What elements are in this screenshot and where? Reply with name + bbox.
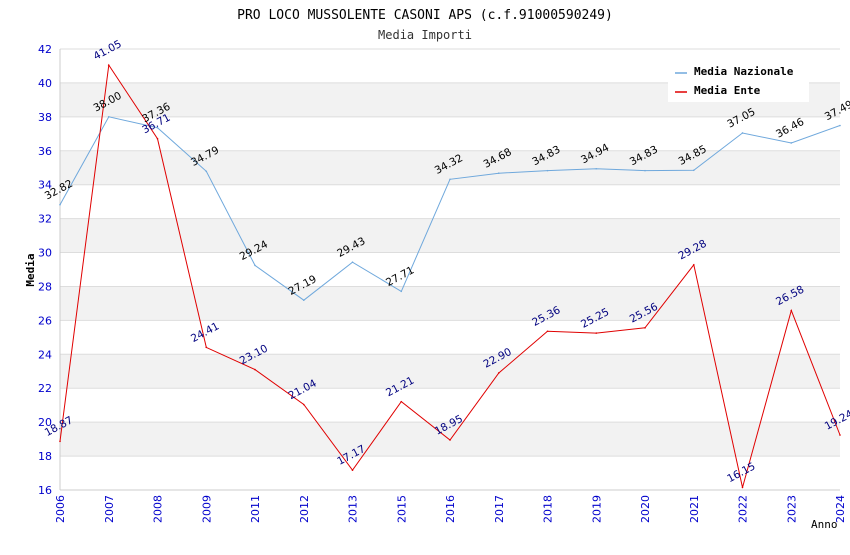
- y-tick-label: 24: [38, 348, 52, 361]
- axes: [59, 49, 840, 491]
- data-point: [790, 142, 793, 144]
- data-point: [107, 64, 110, 66]
- x-tick-label: 2021: [688, 495, 701, 523]
- x-tick-label: 2023: [785, 495, 798, 523]
- legend-label-media-nazionale: Media Nazionale: [694, 65, 794, 78]
- y-axis-label: Media: [24, 253, 37, 286]
- chart-subtitle: Media Importi: [378, 28, 472, 42]
- data-point: [107, 116, 110, 118]
- y-tick-label: 18: [38, 450, 52, 463]
- y-tick-label: 22: [38, 382, 52, 395]
- data-point: [595, 167, 598, 170]
- data-point: [741, 486, 744, 489]
- data-point: [254, 368, 256, 371]
- data-point: [400, 400, 403, 403]
- y-tick-label: 26: [38, 314, 52, 327]
- data-point: [692, 169, 695, 172]
- x-tick-labels: 2006 2007 2008 2009 2011 2012 2013 2015 2016 2017…: [54, 495, 847, 523]
- x-tick-label: 2012: [298, 495, 311, 523]
- data-point: [302, 299, 305, 302]
- x-tick-label: 2019: [590, 495, 603, 523]
- y-tick-label: 20: [38, 416, 52, 429]
- legend-label-media-ente: Media Ente: [694, 84, 761, 97]
- x-tick-label: 2011: [249, 495, 262, 523]
- y-tick-label: 32: [38, 213, 52, 226]
- y-tick-label: 16: [38, 484, 52, 497]
- data-point: [156, 126, 159, 129]
- legend-background: [668, 61, 809, 102]
- data-point: [644, 169, 646, 172]
- data-point: [205, 346, 208, 349]
- data-point: [546, 169, 549, 172]
- data-point: [59, 203, 61, 206]
- data-label: 27.71: [384, 264, 416, 289]
- data-point: [254, 264, 256, 267]
- x-tick-label: 2006: [54, 495, 67, 523]
- data-point: [302, 403, 305, 406]
- x-tick-label: 2022: [737, 495, 750, 523]
- x-tick-label: 2015: [395, 495, 408, 523]
- x-axis-label: Anno: [811, 518, 838, 531]
- data-point: [156, 137, 159, 140]
- data-label: 41.05: [92, 38, 124, 63]
- data-point: [839, 434, 841, 436]
- data-point: [205, 170, 208, 173]
- data-point: [595, 332, 598, 334]
- x-tick-label: 2024: [834, 495, 847, 523]
- y-tick-label: 36: [38, 145, 52, 158]
- data-point: [400, 290, 403, 293]
- y-tick-label: 28: [38, 280, 52, 293]
- y-tick-label: 30: [38, 247, 52, 260]
- x-tick-label: 2009: [200, 495, 213, 523]
- series-line-media-nazionale: [59, 116, 841, 301]
- x-tick-label: 2017: [493, 495, 506, 523]
- data-point: [497, 172, 500, 174]
- data-point: [351, 261, 354, 264]
- y-tick-label: 34: [38, 179, 52, 192]
- data-point: [449, 178, 451, 181]
- x-tick-label: 2018: [542, 495, 555, 523]
- data-point: [692, 263, 695, 266]
- y-tick-label: 38: [38, 111, 52, 124]
- series-lines: [59, 63, 841, 489]
- data-point: [546, 330, 549, 333]
- legend: Media Nazionale Media Ente: [668, 61, 809, 102]
- data-point: [449, 439, 451, 441]
- y-tick-labels: 16 18 20 22 24 26 28 30 32 34 36 38 40 42: [38, 43, 52, 497]
- data-point: [351, 469, 354, 471]
- y-tick-label: 42: [38, 43, 52, 56]
- plot-band: [60, 422, 840, 457]
- chart-title: PRO LOCO MUSSOLENTE CASONI APS (c.f.9100…: [237, 8, 613, 23]
- x-tick-label: 2007: [103, 495, 116, 523]
- data-point: [59, 440, 61, 443]
- plot-band: [60, 218, 840, 253]
- data-point: [839, 124, 841, 127]
- x-tick-label: 2013: [347, 495, 360, 523]
- plot-band: [60, 286, 840, 321]
- data-point: [497, 372, 500, 374]
- x-tick-label: 2016: [444, 495, 457, 523]
- plot-band: [60, 354, 840, 389]
- data-point: [741, 132, 744, 134]
- data-point: [790, 309, 793, 312]
- data-label: 36.46: [774, 116, 806, 141]
- data-point: [644, 327, 646, 329]
- x-tick-label: 2008: [152, 495, 165, 523]
- x-tick-label: 2020: [639, 495, 652, 523]
- y-tick-label: 40: [38, 77, 52, 90]
